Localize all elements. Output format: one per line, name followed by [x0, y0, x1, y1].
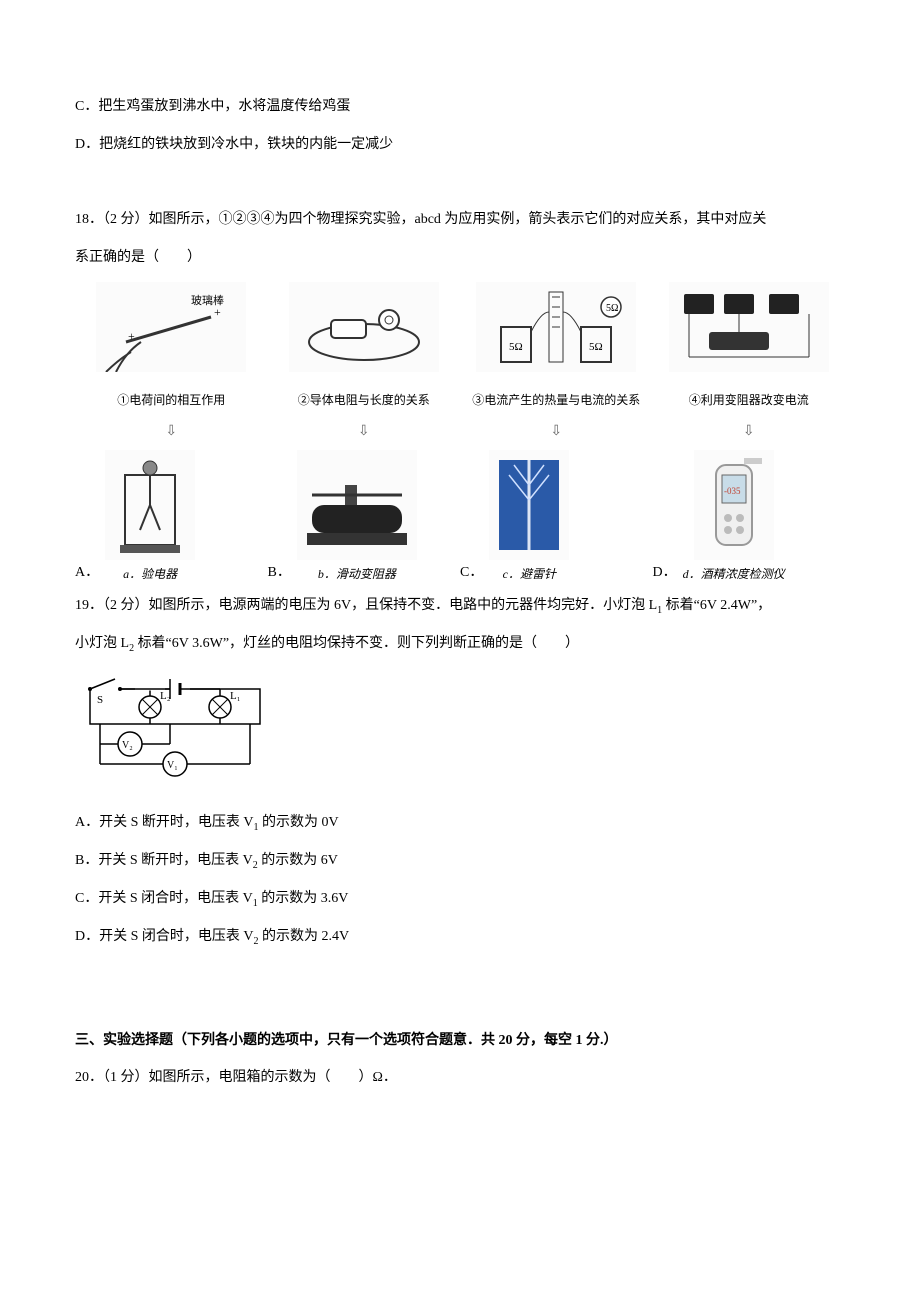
q19-optA-text-a: A．开关 S 断开时，电压表 V [75, 815, 254, 830]
svg-text:V₁: V₁ [167, 760, 178, 771]
q18-app-b-caption: b．滑动变阻器 [318, 560, 396, 589]
q18-exp-4: ④利用变阻器改变电流 [653, 282, 846, 414]
q19-optB-text-a: B．开关 S 断开时，电压表 V [75, 853, 253, 868]
rheostat-current-experiment-image [669, 282, 829, 372]
arrow-icon: ⇩ [460, 415, 653, 449]
alcohol-detector-image: -035 [694, 450, 774, 560]
q18-exp-2: ②导体电阻与长度的关系 [268, 282, 461, 414]
q19-circuit-diagram: S L₂ L₁ V₂ V₁ [75, 669, 845, 793]
arrow-icon: ⇩ [653, 415, 846, 449]
q18-app-d-caption: d．酒精浓度检测仪 [683, 560, 785, 589]
q18-applications-row: A． a．验电器 B． b．滑动变阻器 [75, 450, 845, 589]
resistance-length-experiment-image [289, 282, 439, 372]
option-c-label: C． [460, 556, 483, 590]
svg-text:5Ω: 5Ω [589, 341, 603, 353]
q18-exp-3: 5Ω 5Ω 5Ω ③电流产生的热量与电流的关系 [460, 282, 653, 414]
option-a-label: A． [75, 556, 99, 590]
slide-rheostat-image [297, 450, 417, 560]
q19-stem-2a: 小灯泡 L [75, 636, 129, 651]
q20-stem: 20．（1 分）如图所示，电阻箱的示数为（ ）Ω． [75, 1061, 845, 1095]
q18-exp-1: 玻璃棒 + + ①电荷间的相互作用 [75, 282, 268, 414]
spacer [75, 165, 845, 203]
q18-option-a: A． a．验电器 [75, 450, 268, 589]
svg-text:5Ω: 5Ω [606, 303, 618, 314]
svg-text:+: + [214, 305, 221, 319]
spacer [75, 958, 845, 996]
q19-optC-text-a: C．开关 S 闭合时，电压表 V [75, 891, 253, 906]
q19-option-c: C．开关 S 闭合时，电压表 V1 的示数为 3.6V [75, 882, 845, 916]
svg-text:L₁: L₁ [230, 690, 241, 702]
q18-exp-2-caption: ②导体电阻与长度的关系 [268, 386, 461, 415]
svg-text:5Ω: 5Ω [509, 341, 523, 353]
q19-optD-text-b: 的示数为 2.4V [259, 929, 350, 944]
electroscope-image [105, 450, 195, 560]
q18-exp-4-caption: ④利用变阻器改变电流 [653, 386, 846, 415]
heat-current-experiment-image: 5Ω 5Ω 5Ω [476, 282, 636, 372]
section-3-title: 三、实验选择题（下列各小题的选项中，只有一个选项符合题意．共 20 分，每空 1… [75, 1024, 845, 1058]
q18-stem-line1: 18．（2 分）如图所示，①②③④为四个物理探究实验，abcd 为应用实例，箭头… [75, 203, 845, 237]
svg-text:V₂: V₂ [122, 740, 133, 751]
q18-option-d: D． -035 d．酒精浓度检测仪 [653, 450, 846, 589]
q18-experiments-row: 玻璃棒 + + ①电荷间的相互作用 ②导体电阻与长度的关系 5Ω 5Ω [75, 282, 845, 414]
q19-stem-line1: 19．（2 分）如图所示，电源两端的电压为 6V，且保持不变．电路中的元器件均完… [75, 589, 845, 623]
svg-text:-035: -035 [724, 486, 741, 496]
q19-optB-text-b: 的示数为 6V [258, 853, 338, 868]
q18-arrow-row: ⇩ ⇩ ⇩ ⇩ [75, 415, 845, 449]
q19-stem-1b: 标着“6V 2.4W”， [662, 598, 771, 613]
q19-optA-text-b: 的示数为 0V [259, 815, 339, 830]
q18-exp-1-caption: ①电荷间的相互作用 [75, 386, 268, 415]
q17-option-d: D．把烧红的铁块放到冷水中，铁块的内能一定减少 [75, 128, 845, 162]
option-d-label: D． [653, 556, 677, 590]
q19-option-a: A．开关 S 断开时，电压表 V1 的示数为 0V [75, 806, 845, 840]
q18-exp-3-caption: ③电流产生的热量与电流的关系 [460, 386, 653, 415]
q18-app-c-caption: c．避雷针 [503, 560, 556, 589]
svg-text:+: + [128, 329, 135, 343]
glass-rod-experiment-image: 玻璃棒 + + [96, 282, 246, 372]
q19-stem-2b: 标着“6V 3.6W”，灯丝的电阻均保持不变．则下列判断正确的是（ ） [134, 636, 579, 651]
q19-optD-text-a: D．开关 S 闭合时，电压表 V [75, 929, 254, 944]
q17-option-c: C．把生鸡蛋放到沸水中，水将温度传给鸡蛋 [75, 90, 845, 124]
q19-stem-1a: 19．（2 分）如图所示，电源两端的电压为 6V，且保持不变．电路中的元器件均完… [75, 598, 657, 613]
svg-text:S: S [97, 694, 103, 706]
arrow-icon: ⇩ [268, 415, 461, 449]
svg-text:L₂: L₂ [160, 690, 171, 702]
q18-app-a-caption: a．验电器 [123, 560, 177, 589]
q19-option-d: D．开关 S 闭合时，电压表 V2 的示数为 2.4V [75, 920, 845, 954]
q18-option-c: C． c．避雷针 [460, 450, 653, 589]
option-b-label: B． [268, 556, 291, 590]
q19-optC-text-b: 的示数为 3.6V [258, 891, 349, 906]
q18-stem-line2: 系正确的是（ ） [75, 241, 845, 275]
q19-option-b: B．开关 S 断开时，电压表 V2 的示数为 6V [75, 844, 845, 878]
arrow-icon: ⇩ [75, 415, 268, 449]
q19-stem-line2: 小灯泡 L2 标着“6V 3.6W”，灯丝的电阻均保持不变．则下列判断正确的是（… [75, 627, 845, 661]
q18-option-b: B． b．滑动变阻器 [268, 450, 461, 589]
lightning-rod-image [489, 450, 569, 560]
